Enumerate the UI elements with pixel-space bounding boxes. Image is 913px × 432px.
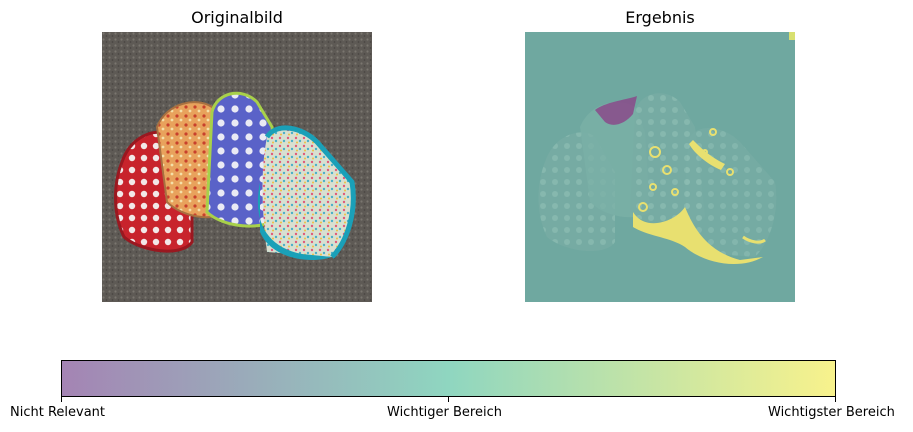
colorbar-label-mid: Wichtiger Bereich: [387, 405, 502, 420]
colorbar: [61, 360, 836, 397]
right-panel-title: Ergebnis: [625, 8, 695, 27]
original-image: [102, 32, 372, 302]
colorbar-label-low: Nicht Relevant: [10, 405, 106, 420]
tick-mark: [448, 397, 449, 402]
result-image: [525, 32, 795, 302]
left-panel-title: Originalbild: [191, 8, 283, 27]
tick-mark: [835, 397, 836, 402]
colorbar-label-high: Wichtigster Bereich: [768, 405, 895, 420]
tick-mark: [61, 397, 62, 402]
